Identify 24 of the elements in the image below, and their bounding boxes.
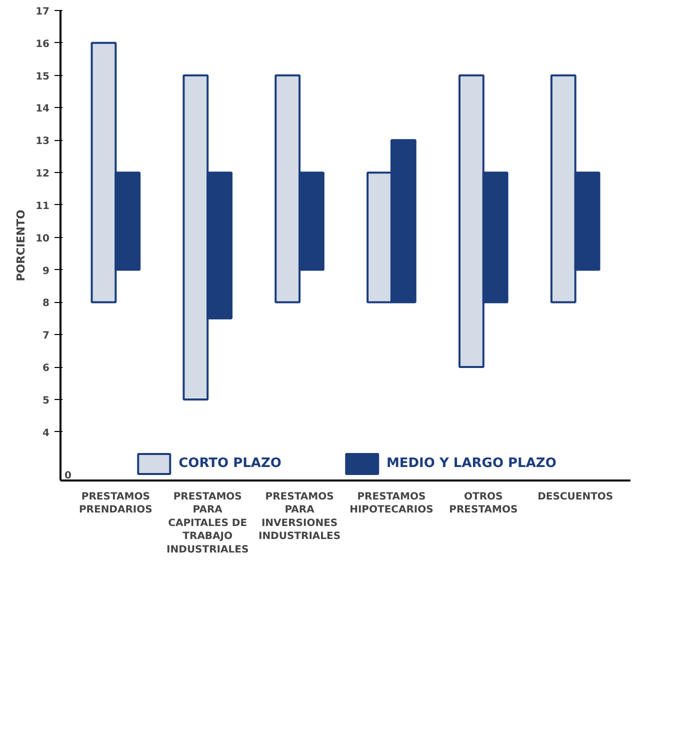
y-tick-label: 15: [36, 71, 50, 82]
y-tick-label: 16: [36, 38, 50, 50]
y-tick-label: 5: [42, 395, 50, 406]
y-tick-label: 14: [36, 104, 50, 115]
y-tick-label: 8: [42, 298, 50, 310]
y-tick-label: 13: [36, 136, 50, 148]
y-tick-label: 7: [42, 330, 50, 342]
y-tick-label: 4: [42, 428, 50, 439]
x-tick-label: DESCUENTOS: [538, 492, 614, 502]
x-tick-label: PRESTAMOS PARA CAPITALES DE TRABAJO INDUSTRIALES: [166, 492, 249, 556]
y-tick-label: 10: [36, 233, 50, 244]
y-tick-label: 12: [36, 168, 50, 180]
x-tick-label: PRESTAMOS PARA INVERSIONES INDUSTRIALES: [258, 492, 341, 542]
x-tick-label: PRESTAMOS PRENDARIOS: [78, 492, 152, 516]
y-tick-label: 9: [42, 266, 50, 277]
legend-label: CORTO PLAZO: [178, 456, 282, 471]
y-tick-label: 11: [36, 200, 50, 212]
y-tick-label: 6: [42, 363, 50, 374]
annotation: 0: [64, 470, 72, 482]
legend-label: MEDIO Y LARGO PLAZO: [386, 456, 556, 471]
y-axis-title: PORCIENTO: [14, 210, 28, 282]
x-tick-label: PRESTAMOS HIPOTECARIOS: [350, 492, 434, 516]
x-tick-label: OTROS PRESTAMOS: [449, 492, 518, 516]
y-tick-label: 17: [36, 6, 50, 18]
